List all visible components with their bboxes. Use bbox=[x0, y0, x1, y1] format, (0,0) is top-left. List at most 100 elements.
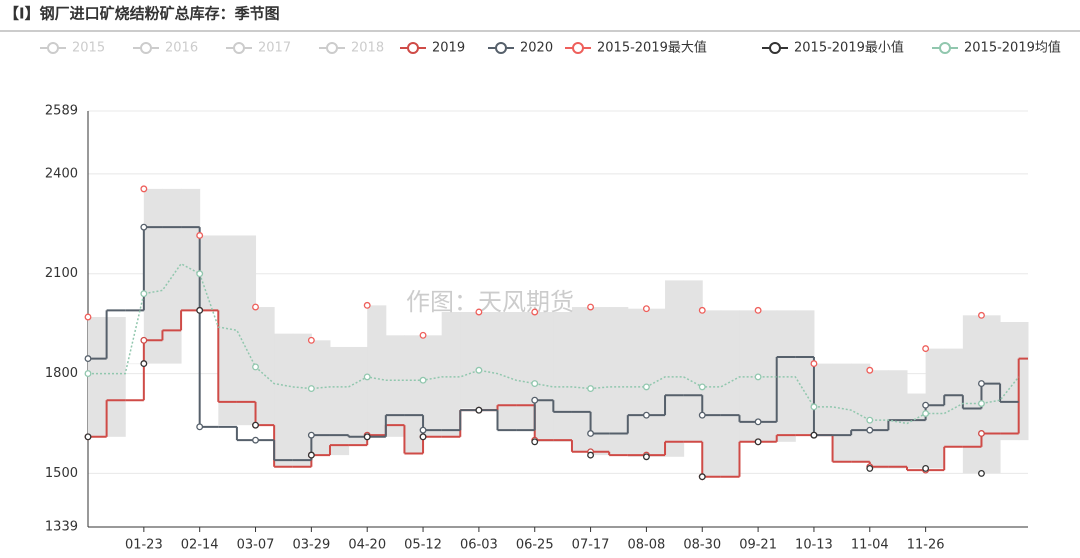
point bbox=[922, 401, 930, 409]
legend-label: 2015-2019最大值 bbox=[597, 40, 707, 56]
point bbox=[307, 451, 315, 459]
legend-label: 2017 bbox=[258, 41, 291, 56]
range-band bbox=[776, 310, 796, 442]
x-tick-label: 08-08 bbox=[628, 538, 666, 553]
legend-marker bbox=[769, 42, 781, 54]
point bbox=[307, 385, 315, 393]
range-band bbox=[869, 370, 889, 469]
x-tick-label: 09-21 bbox=[739, 538, 777, 553]
range-band bbox=[534, 312, 554, 442]
point bbox=[531, 308, 539, 316]
legend-label: 2015-2019均值 bbox=[964, 40, 1061, 56]
legend-item[interactable]: 2015-2019最小值 bbox=[762, 40, 904, 56]
point bbox=[754, 438, 762, 446]
legend-marker bbox=[233, 42, 245, 54]
legend-label: 2019 bbox=[432, 41, 465, 56]
legend-item[interactable]: 2019 bbox=[400, 41, 465, 56]
y-tick-label: 2589 bbox=[45, 104, 78, 119]
point bbox=[642, 305, 650, 313]
point bbox=[587, 385, 595, 393]
point bbox=[252, 303, 259, 311]
range-band bbox=[478, 312, 499, 411]
range-band bbox=[571, 307, 592, 452]
range-band bbox=[162, 188, 182, 364]
point bbox=[587, 303, 595, 311]
legend-item[interactable]: 2015 bbox=[40, 41, 105, 56]
point bbox=[810, 431, 818, 439]
x-tick-label: 03-07 bbox=[237, 538, 275, 553]
point bbox=[866, 426, 874, 434]
point bbox=[922, 345, 930, 353]
watermark: 作图：天风期货 bbox=[406, 288, 574, 316]
point bbox=[698, 383, 706, 391]
range-band bbox=[646, 308, 666, 457]
point bbox=[978, 400, 985, 407]
legend-label: 2015-2019最小值 bbox=[794, 40, 904, 56]
point bbox=[866, 366, 874, 374]
range-band bbox=[106, 317, 126, 437]
point bbox=[84, 433, 92, 441]
point bbox=[475, 366, 483, 374]
range-band bbox=[702, 310, 722, 477]
y-tick-label: 1500 bbox=[45, 466, 78, 481]
range-band bbox=[851, 363, 871, 462]
range-band bbox=[665, 280, 685, 457]
y-tick-label: 2100 bbox=[45, 266, 78, 281]
legend-marker bbox=[326, 42, 338, 54]
x-tick-label: 10-13 bbox=[795, 538, 833, 553]
range-band bbox=[218, 235, 238, 426]
point bbox=[419, 426, 427, 434]
x-tick-label: 11-26 bbox=[907, 538, 945, 553]
range-band bbox=[348, 346, 368, 446]
point bbox=[307, 431, 315, 439]
point bbox=[978, 380, 985, 388]
point bbox=[140, 290, 148, 298]
legend-item[interactable]: 2017 bbox=[226, 41, 291, 56]
range-band bbox=[590, 307, 610, 456]
range-band bbox=[367, 305, 387, 437]
legend-marker bbox=[407, 42, 419, 54]
range-band bbox=[143, 188, 163, 364]
point bbox=[196, 270, 204, 278]
legend-item[interactable]: 2015-2019均值 bbox=[932, 40, 1061, 56]
legend-item[interactable]: 2020 bbox=[488, 41, 553, 56]
point bbox=[252, 363, 259, 371]
point bbox=[866, 464, 874, 472]
range-band bbox=[460, 312, 480, 409]
point bbox=[363, 301, 371, 309]
point bbox=[475, 406, 483, 414]
range-band bbox=[441, 312, 461, 437]
point bbox=[140, 185, 148, 193]
range-band bbox=[944, 348, 964, 447]
point bbox=[587, 451, 595, 459]
point bbox=[922, 410, 930, 417]
point bbox=[84, 355, 92, 363]
range-band bbox=[907, 393, 927, 469]
range-band bbox=[758, 310, 778, 442]
legend-marker bbox=[47, 42, 59, 54]
legend-label: 2018 bbox=[351, 41, 384, 56]
range-band bbox=[181, 188, 201, 311]
x-tick-label: 08-30 bbox=[683, 538, 721, 553]
legend-marker bbox=[140, 42, 152, 54]
point bbox=[754, 306, 762, 314]
legend-item[interactable]: 2015-2019最大值 bbox=[565, 40, 707, 56]
range-band bbox=[255, 307, 275, 426]
range-band bbox=[832, 363, 852, 462]
point bbox=[252, 436, 259, 444]
average-line bbox=[88, 262, 1020, 425]
legend-item[interactable]: 2018 bbox=[319, 41, 384, 56]
point bbox=[866, 416, 874, 424]
x-tick-label: 04-20 bbox=[348, 538, 386, 553]
range-band bbox=[236, 235, 257, 426]
point bbox=[698, 473, 706, 481]
legend-item[interactable]: 2016 bbox=[133, 41, 198, 56]
point bbox=[419, 331, 427, 339]
range-band bbox=[609, 307, 629, 456]
range-band bbox=[516, 312, 536, 431]
range-band bbox=[813, 363, 834, 436]
range-band bbox=[497, 312, 517, 431]
point bbox=[531, 438, 539, 446]
